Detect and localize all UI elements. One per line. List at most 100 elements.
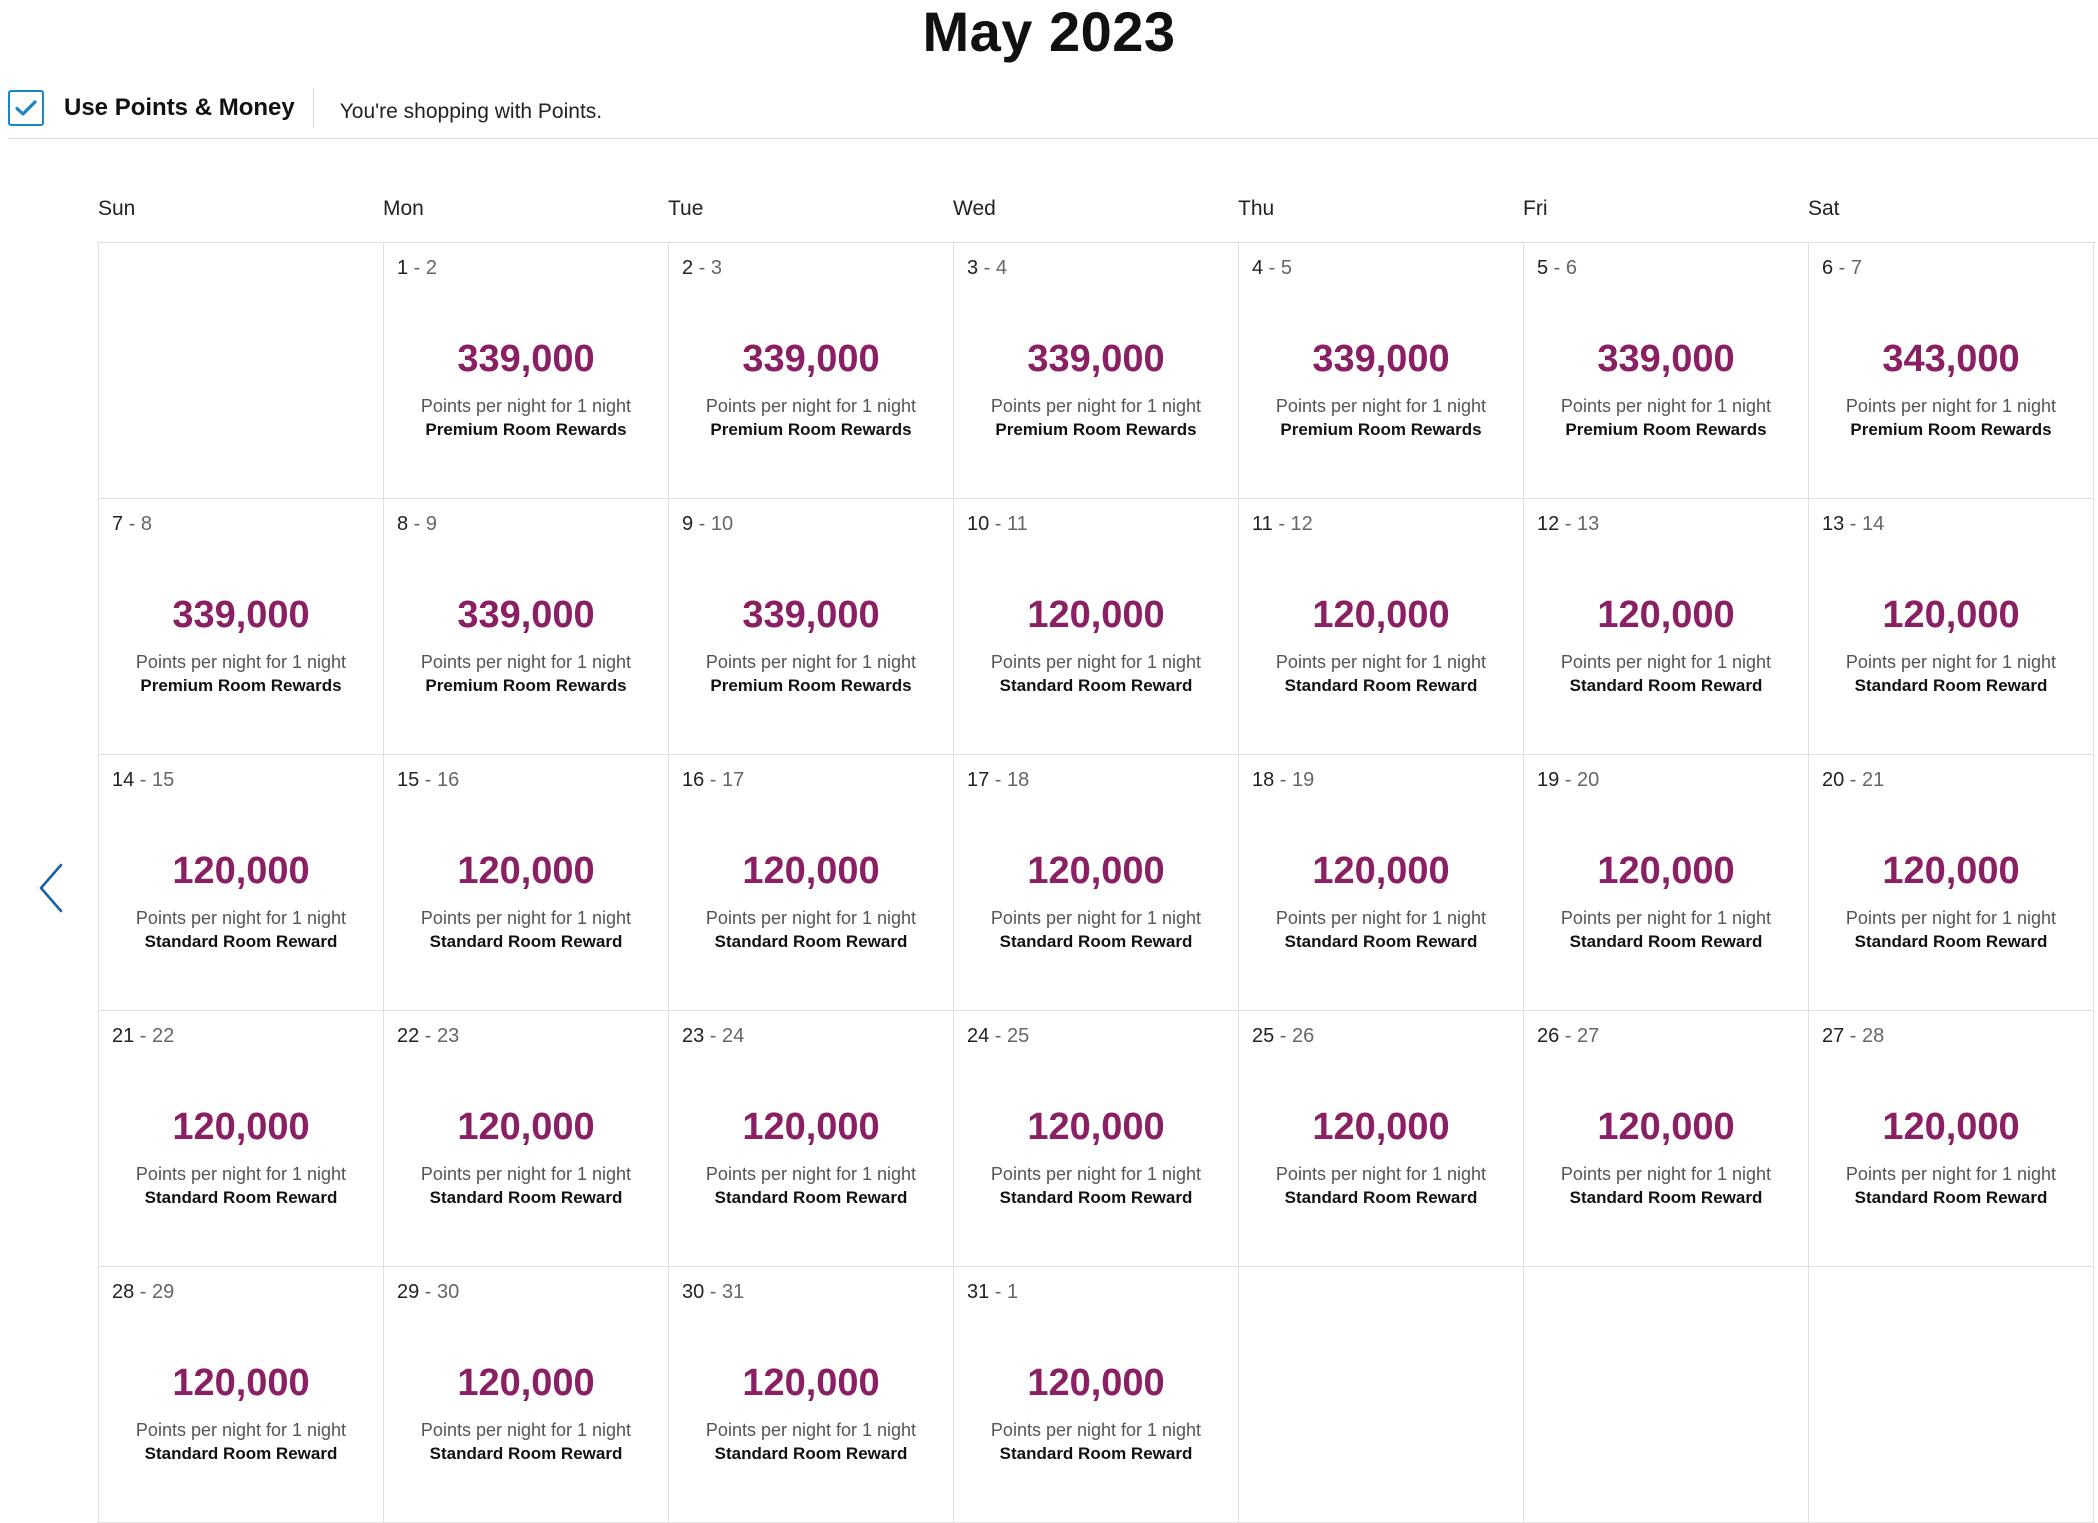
calendar-day-cell[interactable]: 21 - 22 120,000 Points per night for 1 nig…	[99, 1011, 384, 1267]
check-in-date: 24	[967, 1025, 990, 1047]
calendar-day-cell[interactable]: 16 - 17 120,000 Points per night for 1 nig…	[669, 755, 954, 1011]
points-per-night-label: Points per night for 1 night	[420, 652, 632, 672]
reward-type: Premium Room Rewards	[710, 676, 912, 695]
date-separator: -	[1844, 769, 1863, 791]
calendar-day-cell[interactable]: 12 - 13 120,000 Points per night for 1 nig…	[1524, 499, 1809, 755]
points-per-night-label: Points per night for 1 night	[1560, 396, 1772, 416]
calendar-day-cell[interactable]: 1 - 2 339,000 Points per night for 1 night…	[384, 243, 669, 499]
points-price: 120,000	[457, 850, 595, 892]
calendar-day-cell[interactable]: 17 - 18 120,000 Points per night for 1 nig…	[954, 755, 1239, 1011]
check-in-date: 20	[1822, 769, 1845, 791]
points-price: 343,000	[1882, 338, 2020, 380]
date-separator: -	[978, 257, 996, 279]
date-range: 10 - 11	[967, 513, 1028, 536]
check-out-date: 30	[437, 1281, 460, 1303]
calendar-day-cell[interactable]: 26 - 27 120,000 Points per night for 1 nig…	[1524, 1011, 1809, 1267]
points-price: 120,000	[742, 850, 880, 892]
check-out-date: 28	[1862, 1025, 1885, 1047]
calendar-day-cell[interactable]: 29 - 30 120,000 Points per night for 1 nig…	[384, 1267, 669, 1523]
calendar-day-cell[interactable]: 3 - 4 339,000 Points per night for 1 night…	[954, 243, 1239, 499]
points-per-night-label: Points per night for 1 night	[1845, 908, 2057, 928]
date-range: 27 - 28	[1822, 1025, 1884, 1048]
calendar-day-cell[interactable]: 14 - 15 120,000 Points per night for 1 nig…	[99, 755, 384, 1011]
date-range: 24 - 25	[967, 1025, 1029, 1048]
points-price: 339,000	[742, 338, 880, 380]
check-in-date: 12	[1537, 513, 1560, 535]
reward-type: Standard Room Reward	[1284, 932, 1478, 951]
shopping-note: You're shopping with Points.	[339, 100, 603, 123]
calendar-day-cell[interactable]: 27 - 28 120,000 Points per night for 1 nig…	[1809, 1011, 2094, 1267]
points-per-night-label: Points per night for 1 night	[1275, 1164, 1487, 1184]
check-out-date: 25	[1007, 1025, 1030, 1047]
check-out-date: 7	[1850, 257, 1863, 279]
date-separator: -	[419, 1025, 438, 1047]
points-per-night-label: Points per night for 1 night	[705, 652, 917, 672]
date-range: 26 - 27	[1537, 1025, 1599, 1048]
points-per-night-label: Points per night for 1 night	[135, 1420, 347, 1440]
calendar-cell-empty	[99, 243, 384, 499]
check-in-date: 27	[1822, 1025, 1845, 1047]
calendar-day-cell[interactable]: 30 - 31 120,000 Points per night for 1 nig…	[669, 1267, 954, 1523]
check-out-date: 3	[710, 257, 723, 279]
calendar-day-cell[interactable]: 5 - 6 339,000 Points per night for 1 night…	[1524, 243, 1809, 499]
points-price: 120,000	[1312, 1106, 1450, 1148]
calendar-day-cell[interactable]: 8 - 9 339,000 Points per night for 1 night…	[384, 499, 669, 755]
reward-type: Premium Room Rewards	[1280, 420, 1482, 439]
date-range: 22 - 23	[397, 1025, 459, 1048]
date-range: 29 - 30	[397, 1281, 459, 1304]
calendar-day-cell[interactable]: 10 - 11 120,000 Points per night for 1 nig…	[954, 499, 1239, 755]
check-in-date: 9	[682, 513, 694, 535]
reward-type: Standard Room Reward	[144, 1444, 338, 1463]
calendar-day-cell[interactable]: 19 - 20 120,000 Points per night for 1 nig…	[1524, 755, 1809, 1011]
date-separator: -	[123, 513, 141, 535]
calendar-day-cell[interactable]: 13 - 14 120,000 Points per night for 1 nig…	[1809, 499, 2094, 755]
reward-type: Standard Room Reward	[1854, 932, 2048, 951]
points-price: 120,000	[1597, 1106, 1735, 1148]
reward-type: Standard Room Reward	[999, 676, 1193, 695]
calendar-day-cell[interactable]: 9 - 10 339,000 Points per night for 1 nigh…	[669, 499, 954, 755]
calendar-day-cell[interactable]: 18 - 19 120,000 Points per night for 1 nig…	[1239, 755, 1524, 1011]
date-separator: -	[1559, 769, 1578, 791]
calendar-day-cell[interactable]: 2 - 3 339,000 Points per night for 1 night…	[669, 243, 954, 499]
calendar-day-cell[interactable]: 4 - 5 339,000 Points per night for 1 night…	[1239, 243, 1524, 499]
use-points-money-label[interactable]: Use Points & Money	[64, 94, 295, 121]
check-in-date: 11	[1252, 513, 1273, 535]
check-in-date: 13	[1822, 513, 1845, 535]
check-in-date: 22	[397, 1025, 420, 1047]
calendar-day-cell[interactable]: 6 - 7 343,000 Points per night for 1 night…	[1809, 243, 2094, 499]
check-in-date: 5	[1537, 257, 1549, 279]
points-price: 339,000	[742, 594, 880, 636]
use-points-money-checkbox[interactable]	[8, 90, 44, 126]
points-toolbar: Use Points & Money You're shopping with …	[8, 78, 2098, 139]
date-separator: -	[1272, 513, 1291, 535]
calendar-day-cell[interactable]: 15 - 16 120,000 Points per night for 1 nig…	[384, 755, 669, 1011]
date-range: 17 - 18	[967, 769, 1029, 792]
calendar-day-cell[interactable]: 11 - 12 120,000 Points per night for 1 nig…	[1239, 499, 1524, 755]
month-title: May 2023	[922, 0, 1176, 63]
points-per-night-label: Points per night for 1 night	[420, 908, 632, 928]
calendar-day-cell[interactable]: 7 - 8 339,000 Points per night for 1 night…	[99, 499, 384, 755]
date-range: 4 - 5	[1252, 257, 1292, 280]
calendar-day-cell[interactable]: 28 - 29 120,000 Points per night for 1 nig…	[99, 1267, 384, 1523]
points-per-night-label: Points per night for 1 night	[1275, 908, 1487, 928]
points-price: 339,000	[457, 594, 595, 636]
date-separator: -	[134, 1281, 153, 1303]
calendar-day-cell[interactable]: 31 - 1 120,000 Points per night for 1 nigh…	[954, 1267, 1239, 1523]
reward-type: Standard Room Reward	[429, 1444, 623, 1463]
check-in-date: 6	[1822, 257, 1834, 279]
calendar-cell-empty	[1809, 1267, 2094, 1523]
points-per-night-label: Points per night for 1 night	[1275, 652, 1487, 672]
points-price: 120,000	[742, 1362, 880, 1404]
points-price: 339,000	[1597, 338, 1735, 380]
points-per-night-label: Points per night for 1 night	[990, 652, 1202, 672]
previous-month-button[interactable]	[36, 862, 66, 914]
calendar-day-cell[interactable]: 23 - 24 120,000 Points per night for 1 nig…	[669, 1011, 954, 1267]
calendar-day-cell[interactable]: 22 - 23 120,000 Points per night for 1 nig…	[384, 1011, 669, 1267]
reward-type: Standard Room Reward	[1569, 1188, 1763, 1207]
calendar-day-cell[interactable]: 20 - 21 120,000 Points per night for 1 nig…	[1809, 755, 2094, 1011]
date-separator: -	[419, 1281, 438, 1303]
date-separator: -	[989, 1281, 1008, 1303]
calendar-day-cell[interactable]: 24 - 25 120,000 Points per night for 1 nig…	[954, 1011, 1239, 1267]
date-range: 13 - 14	[1822, 513, 1884, 536]
calendar-day-cell[interactable]: 25 - 26 120,000 Points per night for 1 nig…	[1239, 1011, 1524, 1267]
